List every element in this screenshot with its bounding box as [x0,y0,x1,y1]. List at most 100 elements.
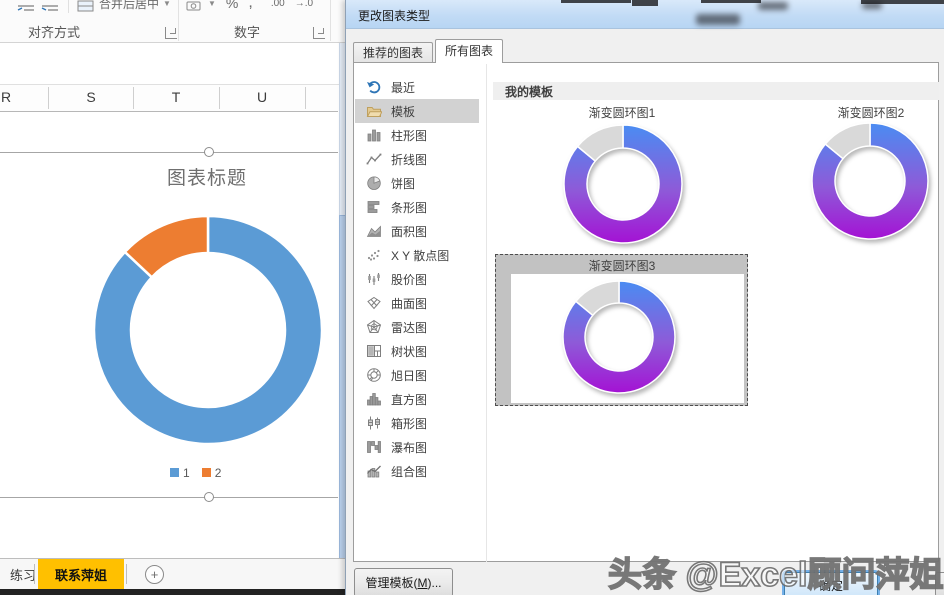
number-format-cropped-icons: ▼ % , .00 →.0 [186,0,313,15]
legend-item-2[interactable]: 2 [201,466,221,480]
merge-center-dropdown-icon[interactable]: ▼ [163,0,171,8]
template-3-selected-frame[interactable]: 渐变圆环图3 [495,254,748,406]
column-header-t[interactable]: T [171,89,181,105]
sunburst-chart-icon [367,368,381,382]
area-chart-icon [366,225,381,237]
increase-decimal-icon[interactable]: .00 [270,0,285,9]
chart-type-radar[interactable]: 雷达图 [355,315,479,339]
chart-type-label: 瀑布图 [391,440,428,455]
radar-chart-icon [366,319,382,333]
cancel-button-cropped[interactable] [935,572,944,595]
sheet-tab-bar: 练习 联系萍姐 + [0,558,345,590]
column-separator [305,87,306,109]
background-artifact [696,14,740,25]
legend-item-1[interactable]: 1 [170,466,190,480]
treemap-chart-icon [367,345,381,357]
chart-type-label: 饼图 [391,176,416,191]
accounting-dropdown-icon[interactable]: ▼ [208,0,216,8]
template-1-thumbnail[interactable] [559,120,687,248]
chart-type-recent[interactable]: 最近 [355,75,479,99]
chart-type-pie[interactable]: 饼图 [355,171,479,195]
sheet-tab-lianxi[interactable]: 练习 [0,559,46,589]
chart-type-box-whisker[interactable]: 箱形图 [355,411,479,435]
merge-center-label[interactable]: 合并后居中 [99,0,160,11]
background-artifact [862,2,882,9]
background-artifact [861,0,944,4]
tab-recommended-charts[interactable]: 推荐的图表 [353,42,434,63]
template-1-label[interactable]: 渐变圆环图1 [588,106,656,120]
chart-type-area[interactable]: 面积图 [355,219,479,243]
chart-type-column[interactable]: 柱形图 [355,123,479,147]
chart-type-histogram[interactable]: 直方图 [355,387,479,411]
template-2-label[interactable]: 渐变圆环图2 [837,106,905,120]
column-header-r[interactable]: R [0,89,12,105]
increase-indent-icon[interactable] [40,0,60,13]
column-header-s[interactable]: S [86,89,96,105]
chart-resize-handle-bottom[interactable] [204,492,214,502]
chart-type-bar[interactable]: 条形图 [355,195,479,219]
column-separator [219,87,220,109]
chart-type-label: 折线图 [391,152,428,167]
pie-chart-icon [367,176,381,190]
chart-legend[interactable]: 1 2 [170,466,221,480]
chart-resize-handle-top[interactable] [204,147,214,157]
chart-selection-border-bottom [0,497,338,498]
template-3-preview [511,274,744,403]
all-charts-panel: 最近 模板 柱形图 折线图 饼图 [353,62,939,562]
divider [68,0,69,13]
column-header-u[interactable]: U [256,89,268,105]
scatter-chart-icon [367,249,380,261]
tab-label: 所有图表 [445,44,494,58]
ok-button[interactable]: 确定 [784,572,878,595]
chart-type-stock[interactable]: 股价图 [355,267,479,291]
chart-type-line[interactable]: 折线图 [355,147,479,171]
legend-label-1: 1 [183,466,190,480]
percent-style-icon[interactable]: % [225,0,239,11]
accounting-format-icon[interactable] [186,0,204,13]
chart-type-scatter[interactable]: X Y 散点图 [355,243,479,267]
chart-type-sunburst[interactable]: 旭日图 [355,363,479,387]
alignment-group-label: 对齐方式 [27,25,80,40]
chart-type-treemap[interactable]: 树状图 [355,339,479,363]
formula-bar[interactable] [0,43,345,85]
dialog-titlebar[interactable]: 更改图表类型 [346,0,944,29]
chart-title[interactable]: 图表标题 [166,168,247,189]
alignment-dialog-launcher-icon[interactable] [165,27,177,39]
number-dialog-launcher-icon[interactable] [313,27,325,39]
main-donut-chart[interactable] [88,210,328,450]
chart-type-label: 股价图 [391,272,428,287]
sheet-tab-label: 练习 [10,567,37,583]
my-templates-header: 我的模板 [493,82,939,100]
merge-center-icon[interactable] [77,0,95,13]
template-2-thumbnail[interactable] [807,118,933,244]
chart-type-combo[interactable]: 组合图 [355,459,479,483]
comma-style-icon[interactable]: , [248,0,253,11]
template-3-thumbnail[interactable] [558,276,680,398]
tab-all-charts[interactable]: 所有图表 [435,39,504,63]
chart-type-label: 曲面图 [391,296,428,311]
add-sheet-button[interactable]: + [145,565,164,584]
template-3-label: 渐变圆环图3 [588,259,656,273]
manage-templates-label: 管理模板( [365,576,418,590]
manage-templates-button[interactable]: 管理模板(M)... [354,568,453,595]
chart-type-list: 最近 模板 柱形图 折线图 饼图 [355,75,479,483]
stock-chart-icon [368,273,380,285]
background-artifact [758,2,788,10]
decrease-decimal-icon[interactable]: →.0 [294,0,314,9]
manage-templates-mnemonic: M [417,575,428,590]
recent-icon [367,81,381,94]
ribbon: 合并后居中 ▼ ▼ % , .00 →.0 对齐方式 数字 [0,0,345,43]
chart-type-label: X Y 散点图 [391,248,450,263]
chart-type-templates[interactable]: 模板 [355,99,479,123]
tab-separator [126,564,127,584]
decrease-indent-icon[interactable] [16,0,36,13]
sheet-tab-contact[interactable]: 联系萍姐 [38,559,124,589]
chart-type-label: 最近 [391,80,416,95]
background-artifact [632,0,658,6]
chart-type-label: 直方图 [391,392,428,407]
chart-type-surface[interactable]: 曲面图 [355,291,479,315]
bar-chart-icon [367,201,380,213]
status-bar-edge [0,589,345,595]
chart-type-waterfall[interactable]: 瀑布图 [355,435,479,459]
